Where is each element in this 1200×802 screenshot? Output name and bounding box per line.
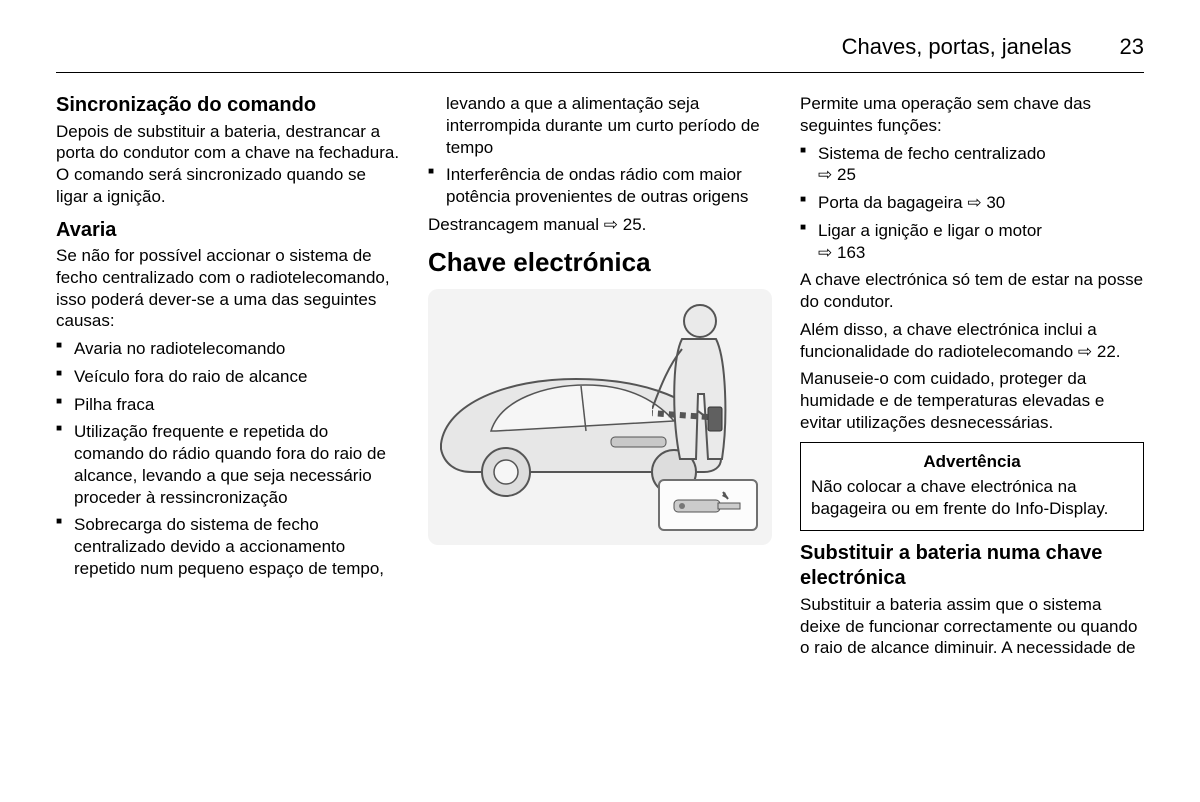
list-item-text: Ligar a ignição e ligar o motor <box>818 221 1042 240</box>
list-item-text: Porta da bagageira <box>818 193 967 212</box>
text-continuation: levando a que a alimentação seja interro… <box>428 93 772 158</box>
text-ekey-care: Manuseie-o com cuidado, proteger da humi… <box>800 368 1144 433</box>
warning-box: Advertência Não colocar a chave electrón… <box>800 442 1144 531</box>
inset-key-illustration <box>658 479 758 531</box>
text-ekey-remote-body: Além disso, a chave electrónica inclui a… <box>800 320 1097 361</box>
section-title: Chaves, portas, janelas <box>842 34 1072 60</box>
warning-body: Não colocar a chave electrónica na bagag… <box>811 476 1133 520</box>
list-item: Utilização frequente e repetida do coman… <box>56 421 400 508</box>
text-fault-intro: Se não for possível accionar o sistema d… <box>56 245 400 332</box>
heading-ekey: Chave electrónica <box>428 246 772 279</box>
text-replace-battery: Substituir a bateria assim que o sistema… <box>800 594 1144 659</box>
column-1: Sincronização do comando Depois de subst… <box>56 93 400 665</box>
list-ekey-functions: Sistema de fecho centralizado ⇨ 25 Porta… <box>800 143 1144 264</box>
warning-title: Advertência <box>811 451 1133 473</box>
illustration-ekey <box>428 289 772 545</box>
page-number: 23 <box>1120 34 1144 60</box>
heading-sync: Sincronização do comando <box>56 93 400 119</box>
text-manual-unlock: Destrancagem manual ⇨ 25. <box>428 214 772 236</box>
reference-arrow-icon: ⇨ <box>604 214 618 236</box>
reference-page: 30 <box>986 193 1005 212</box>
list-item: Ligar a ignição e ligar o motor ⇨ 163 <box>800 220 1144 264</box>
reference-page: 25 <box>837 165 856 184</box>
list-item: Interferência de ondas rádio com maior p… <box>428 164 772 208</box>
text-ekey-remote: Além disso, a chave electrónica inclui a… <box>800 319 1144 363</box>
person-illustration <box>652 299 742 499</box>
list-fault-causes-cont: Interferência de ondas rádio com maior p… <box>428 164 772 208</box>
list-item-text: Sistema de fecho centralizado <box>818 144 1046 163</box>
list-item: Sobrecarga do sistema de fecho centraliz… <box>56 514 400 579</box>
list-item: Veículo fora do raio de alcance <box>56 366 400 388</box>
text-ekey-intro: Permite uma operação sem chave das segui… <box>800 93 1144 137</box>
heading-replace-battery: Substituir a bateria numa chave electrón… <box>800 541 1144 592</box>
list-item: Pilha fraca <box>56 394 400 416</box>
column-3: Permite uma operação sem chave das segui… <box>800 93 1144 665</box>
list-fault-causes: Avaria no radiotelecomando Veículo fora … <box>56 338 400 580</box>
reference-page: 163 <box>837 243 865 262</box>
reference-page: 22 <box>1097 342 1116 361</box>
text-manual-unlock-label: Destrancagem manual <box>428 215 604 234</box>
heading-fault: Avaria <box>56 218 400 244</box>
reference-arrow-icon: ⇨ <box>1078 341 1092 363</box>
page-header: Chaves, portas, janelas 23 <box>56 34 1144 73</box>
content-columns: Sincronização do comando Depois de subst… <box>56 93 1144 665</box>
reference-arrow-icon: ⇨ <box>818 164 832 186</box>
list-item: Avaria no radiotelecomando <box>56 338 400 360</box>
reference-arrow-icon: ⇨ <box>818 242 832 264</box>
reference-arrow-icon: ⇨ <box>967 192 981 214</box>
list-item: Porta da bagageira ⇨ 30 <box>800 192 1144 214</box>
text-ekey-possession: A chave electrónica só tem de estar na p… <box>800 269 1144 313</box>
list-item: Sistema de fecho centralizado ⇨ 25 <box>800 143 1144 187</box>
reference-page: 25 <box>623 215 642 234</box>
text-sync-body: Depois de substituir a bateria, destranc… <box>56 121 400 208</box>
column-2: levando a que a alimentação seja interro… <box>428 93 772 665</box>
